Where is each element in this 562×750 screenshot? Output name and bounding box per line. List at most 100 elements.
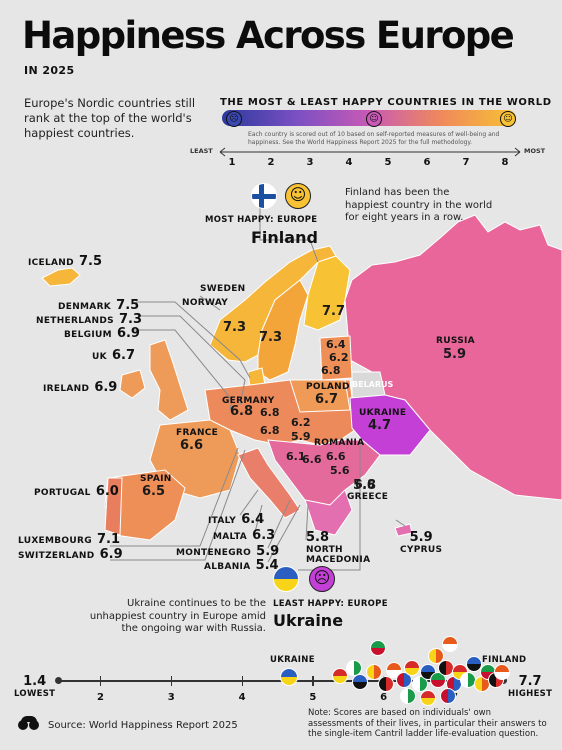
page-title: Happiness Across Europe	[22, 14, 515, 57]
country-flag-icon	[494, 664, 510, 680]
country-flag-icon	[440, 688, 456, 704]
scale-tick: 6	[423, 157, 431, 168]
albania-label: ALBANIA 5.4	[204, 558, 279, 573]
russia-score: 5.9	[443, 347, 467, 362]
greece-score: 5.8	[353, 478, 377, 493]
intro-text: Europe's Nordic countries still rank at …	[24, 96, 196, 140]
scale-tick: 5	[384, 157, 392, 168]
ireland-label: IRELAND 6.9	[43, 380, 118, 395]
russia-label: RUSSIA	[436, 336, 475, 346]
belgium-label: BELGIUM 6.9	[64, 326, 140, 341]
scale-title: THE MOST & LEAST HAPPY COUNTRIES IN THE …	[220, 97, 552, 108]
lowest-marker: 1.4 LOWEST	[14, 674, 56, 699]
bottom-axis-left-dot	[55, 677, 62, 684]
finland-region	[303, 255, 351, 331]
scale-axis	[219, 147, 521, 157]
romania-score: 6.6	[326, 450, 346, 463]
bottom-tick-mark	[99, 676, 102, 686]
ireland-region	[119, 369, 146, 399]
hungary-score: 5.9	[291, 430, 311, 443]
italy-label: ITALY 6.4	[208, 512, 265, 527]
sweden-score: 7.3	[259, 330, 283, 345]
uk-region	[149, 339, 189, 421]
poland-score: 6.7	[315, 392, 339, 407]
france-score: 6.6	[180, 438, 204, 453]
least-happy-label: LEAST HAPPY: EUROPE	[273, 599, 388, 609]
highest-marker: 7.7 HIGHEST	[508, 674, 553, 699]
latvia-score: 6.2	[329, 351, 349, 364]
poland-label: POLAND	[306, 382, 350, 392]
source-logo-icon	[18, 716, 40, 732]
norway-score: 7.3	[223, 320, 247, 335]
austria-score: 6.8	[260, 424, 280, 437]
germany-label: GERMANY	[222, 396, 275, 406]
bottom-finland-label: FINLAND	[482, 655, 527, 665]
most-happy-country: Finland	[251, 228, 318, 247]
happy-face-icon: ☺	[285, 183, 311, 209]
north-macedonia-label: 5.8 NORTH MACEDONIA	[306, 530, 371, 565]
switzerland-label: SWITZERLAND 6.9	[18, 547, 123, 562]
bottom-tick-label: 2	[96, 692, 104, 703]
slovenia-score: 6.1	[286, 450, 306, 463]
lithuania-score: 6.8	[321, 364, 341, 377]
europe-map	[41, 205, 562, 571]
luxembourg-label: LUXEMBOURG 7.1	[18, 532, 121, 547]
serbia-score: 6.6	[355, 478, 375, 491]
country-flag-icon	[366, 664, 382, 680]
country-flag-icon	[412, 676, 428, 692]
bottom-tick-label: 4	[238, 692, 246, 703]
country-flag-icon	[378, 676, 394, 692]
malta-label: MALTA 6.3	[213, 528, 276, 543]
finland-flag-icon	[251, 183, 277, 209]
greece-region	[304, 489, 353, 536]
ukraine-marker-flag-icon	[280, 668, 298, 686]
netherlands-label: NETHERLANDS 7.3	[36, 312, 143, 327]
france-label: FRANCE	[176, 428, 219, 438]
montenegro-label: MONTENEGRO 5.9	[176, 544, 280, 559]
ukraine-map-label: UKRAINE	[359, 408, 407, 418]
most-happy-label: MOST HAPPY: EUROPE	[205, 215, 318, 225]
spain-score: 6.5	[142, 484, 166, 499]
iceland-region	[41, 267, 81, 287]
sad-face-icon: ☹	[309, 566, 335, 592]
bottom-tick-label: 6	[380, 692, 388, 703]
bottom-ukraine-label: UKRAINE	[270, 655, 315, 665]
country-flag-icon	[396, 672, 412, 688]
country-flag-icon	[332, 668, 348, 684]
spain-label: SPAIN	[140, 474, 172, 484]
balkans-region	[267, 439, 381, 506]
italy-region	[237, 447, 301, 519]
bottom-tick-mark	[170, 676, 173, 686]
cyprus-label: 5.9 CYPRUS	[400, 530, 443, 555]
ukraine-region	[349, 394, 431, 456]
poland-region	[289, 379, 351, 413]
germany-score: 6.8	[230, 404, 254, 419]
belarus-label: BELARUS	[352, 380, 394, 389]
ukraine-flag-icon	[273, 566, 299, 592]
croatia-score: 6.6	[302, 453, 322, 466]
bottom-tick-label: 3	[167, 692, 175, 703]
sweden-label: SWEDEN	[200, 284, 246, 294]
moldova-score: 5.6	[330, 464, 350, 477]
neutral-face-icon: ☺	[366, 111, 382, 127]
bottom-tick-label: 5	[309, 692, 317, 703]
scale-tick: 8	[501, 157, 509, 168]
country-flag-icon	[352, 674, 368, 690]
bottom-tick-mark	[241, 676, 244, 686]
greece-label: GREECE	[347, 492, 389, 502]
uk-label: UK 6.7	[92, 348, 136, 363]
czechia-score: 6.8	[260, 406, 280, 419]
source-text: Source: World Happiness Report 2025	[48, 720, 238, 731]
ukraine-note: Ukraine continues to be the unhappiest c…	[89, 598, 266, 634]
country-flag-icon	[420, 690, 436, 706]
romania-label: ROMANIA	[314, 438, 365, 448]
finland-note: Finland has been the happiest country in…	[345, 187, 493, 223]
scale-tick: 1	[228, 157, 236, 168]
estonia-score: 6.4	[326, 338, 346, 351]
country-flag-icon	[400, 688, 416, 704]
portugal-region	[104, 477, 123, 536]
scale-tick: 3	[306, 157, 314, 168]
country-flag-icon	[404, 660, 420, 676]
country-flag-icon	[466, 656, 482, 672]
